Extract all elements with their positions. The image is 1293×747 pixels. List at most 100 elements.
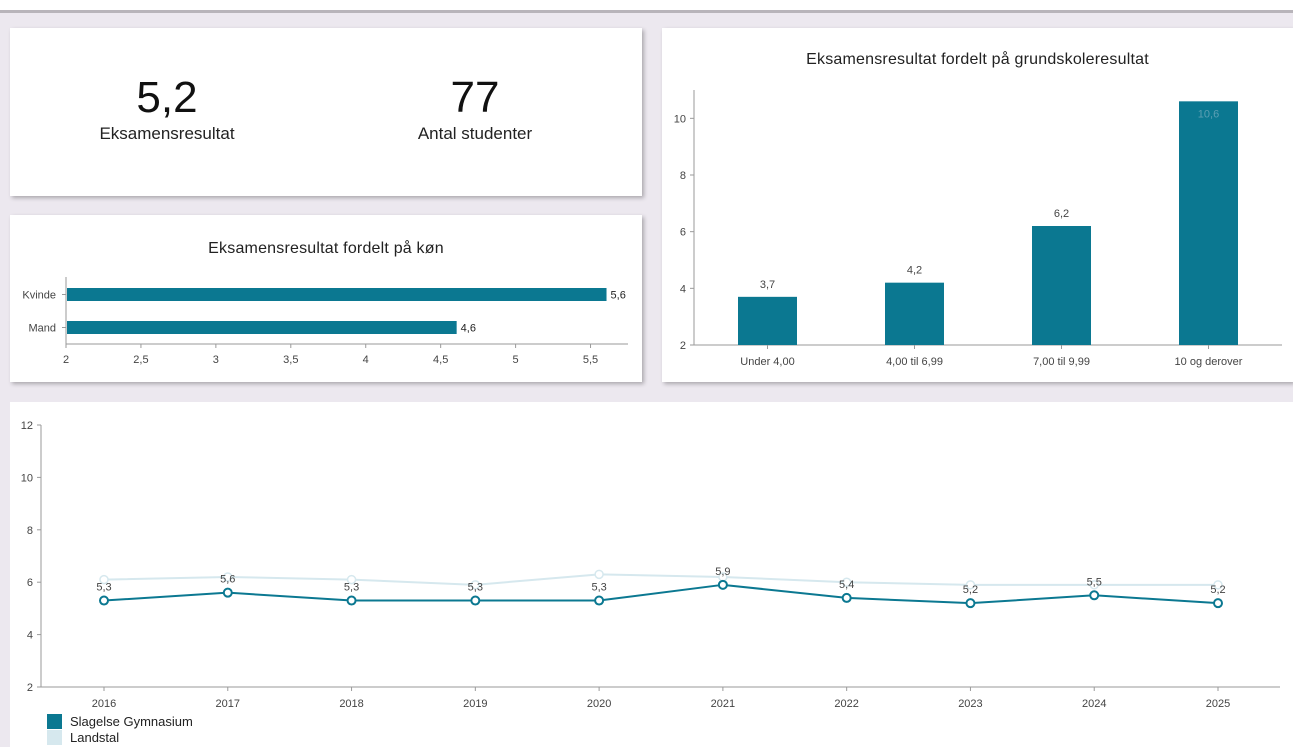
- data-point-landstal: [470, 580, 481, 590]
- data-point-landstal: [223, 572, 233, 582]
- x-tick-label: 4,5: [433, 354, 448, 366]
- kpi-label: Antal studenter: [417, 124, 533, 143]
- kpi-card: 5,2 Eksamensresultat 77 Antal studenter: [10, 28, 642, 196]
- x-tick-label: 2019: [463, 698, 487, 710]
- data-point-slagelse: [470, 595, 481, 606]
- data-point-slagelse: [1213, 598, 1223, 609]
- data-point-landstal: [965, 580, 976, 590]
- data-label: 5,6: [220, 574, 235, 586]
- y-tick-label: 10: [674, 113, 686, 125]
- data-label: 5,3: [96, 582, 111, 594]
- gender-bar-chart: 2 2,5 3 3,5 4 4,5 5 5,5 Kvinde 5,6 Mand 4,6: [22, 277, 628, 366]
- data-label: 5,2: [963, 584, 978, 596]
- data-point-landstal: [594, 569, 604, 580]
- y-tick-label: 12: [21, 420, 33, 432]
- data-point-slagelse: [841, 592, 852, 603]
- grundskole-bar-chart: 2 4 6 8 10 Under 4,00 3,7 4,00 til 6,99 4,2 7,00 …: [674, 90, 1282, 368]
- y-tick-label: 4: [680, 283, 686, 295]
- data-point-landstal: [99, 574, 109, 585]
- top-bar: [0, 0, 1293, 13]
- legend-swatch: [47, 713, 62, 729]
- bar: [1179, 101, 1238, 345]
- x-tick-label: 4: [363, 354, 369, 366]
- y-category-label: Mand: [28, 323, 56, 335]
- y-tick-label: 6: [27, 577, 33, 589]
- y-tick-label: 4: [27, 630, 33, 642]
- x-tick-label: 2,5: [133, 354, 148, 366]
- data-label: 5,2: [1210, 584, 1225, 596]
- data-point-landstal: [841, 577, 852, 587]
- chart-title: Eksamensresultat fordelt på køn: [208, 240, 444, 257]
- data-point-slagelse: [594, 595, 605, 606]
- x-category-label: 10 og derover: [1175, 356, 1243, 368]
- legend-item[interactable]: Slagelse Gymnasium: [47, 713, 193, 729]
- data-point-slagelse: [222, 587, 233, 598]
- x-category-label: 7,00 til 9,99: [1033, 356, 1090, 368]
- trend-line-chart: 2 4 6 8 10 12 2016 2017 2018 2019 2020 2021 2022 2023…: [21, 420, 1280, 710]
- chart-legend: Slagelse Gymnasium Landstal: [47, 713, 193, 745]
- data-label: 5,6: [611, 290, 626, 302]
- y-tick-label: 6: [680, 227, 686, 239]
- data-label: 3,7: [760, 279, 775, 291]
- y-tick-label: 10: [21, 472, 33, 484]
- legend-label: Landstal: [70, 729, 120, 745]
- x-tick-label: 5: [513, 354, 519, 366]
- series-line-landstal: [103, 573, 1218, 586]
- grundskole-chart-card: Eksamensresultat fordelt på grundskolere…: [662, 28, 1293, 382]
- data-label: 5,5: [1087, 576, 1102, 588]
- bar: [885, 282, 944, 345]
- data-label: 4,2: [907, 265, 922, 277]
- y-category-label: Kvinde: [22, 290, 56, 302]
- legend-item[interactable]: Landstal: [47, 729, 193, 745]
- x-category-label: Under 4,00: [740, 356, 794, 368]
- data-label: 10,6: [1198, 108, 1219, 120]
- gender-chart-card: Eksamensresultat fordelt på køn 2 2,5 3 3,5…: [10, 215, 642, 382]
- y-tick-label: 8: [680, 170, 686, 182]
- kpi-label: Eksamensresultat: [99, 124, 235, 143]
- x-tick-label: 2020: [587, 698, 611, 710]
- x-tick-label: 2: [63, 354, 69, 366]
- legend-label: Slagelse Gymnasium: [70, 713, 193, 729]
- data-label: 5,3: [344, 582, 359, 594]
- data-point-slagelse: [99, 595, 109, 606]
- data-point-slagelse: [965, 598, 976, 609]
- x-tick-label: 2023: [958, 698, 982, 710]
- data-label: 5,9: [715, 566, 730, 578]
- x-tick-label: 2016: [92, 698, 116, 710]
- x-category-label: 4,00 til 6,99: [886, 356, 943, 368]
- data-label: 5,3: [591, 582, 606, 594]
- data-point-landstal: [1213, 580, 1223, 590]
- x-tick-label: 3: [213, 354, 219, 366]
- x-tick-label: 2017: [216, 698, 240, 710]
- data-point-slagelse: [346, 595, 357, 606]
- series-line-slagelse: [103, 583, 1219, 605]
- data-point-landstal: [346, 574, 357, 585]
- chart-title: Eksamensresultat fordelt på grundskolere…: [806, 51, 1149, 68]
- y-tick-label: 2: [27, 682, 33, 694]
- x-tick-label: 2021: [711, 698, 735, 710]
- y-tick-label: 8: [27, 525, 33, 537]
- kpi-value: 5,2: [136, 73, 198, 122]
- x-tick-label: 2018: [339, 698, 363, 710]
- bar: [738, 296, 797, 345]
- kpi-student-count: 77 Antal studenter: [375, 74, 575, 144]
- x-tick-label: 2024: [1082, 698, 1106, 710]
- trend-chart-card: 2 4 6 8 10 12 2016 2017 2018 2019 2020 2021 2022 2023…: [10, 402, 1293, 747]
- kpi-exam-result: 5,2 Eksamensresultat: [67, 74, 267, 144]
- data-point-landstal: [1089, 580, 1099, 590]
- x-tick-label: 5,5: [583, 354, 598, 366]
- data-label: 5,4: [839, 579, 854, 591]
- bar: [67, 321, 457, 334]
- data-label: 5,3: [468, 582, 483, 594]
- x-tick-label: 3,5: [283, 354, 298, 366]
- bar: [67, 288, 607, 301]
- data-label: 4,6: [461, 323, 476, 335]
- y-tick-label: 2: [680, 340, 686, 352]
- data-label: 6,2: [1054, 208, 1069, 220]
- legend-swatch: [47, 729, 62, 745]
- x-tick-label: 2025: [1206, 698, 1230, 710]
- bar: [1032, 226, 1091, 345]
- data-point-slagelse: [1089, 590, 1100, 601]
- x-tick-label: 2022: [834, 698, 858, 710]
- data-point-slagelse: [717, 579, 728, 590]
